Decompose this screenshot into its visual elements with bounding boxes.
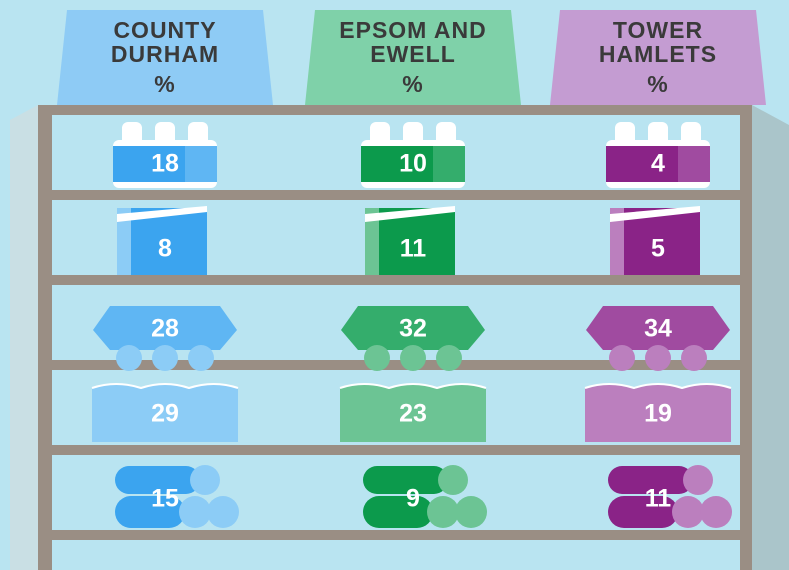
product: 19 <box>585 384 731 442</box>
value-label: 4 <box>651 150 665 178</box>
log-end <box>427 496 459 528</box>
column-title: DURHAM <box>111 41 219 67</box>
product: 11 <box>365 206 455 275</box>
value-label: 8 <box>158 235 172 263</box>
column-unit: % <box>647 71 668 97</box>
egg-cup <box>400 345 426 371</box>
right-wall <box>752 105 789 570</box>
post <box>38 105 52 570</box>
column-title: TOWER <box>613 17 703 43</box>
left-wall <box>10 105 38 570</box>
value-label: 34 <box>644 315 672 343</box>
column-title: EPSOM AND <box>339 17 486 43</box>
label-shade <box>678 146 710 182</box>
product: 10 <box>361 122 465 188</box>
shelf <box>38 275 752 285</box>
log-end <box>683 465 713 495</box>
value-label: 23 <box>399 400 427 428</box>
product: 8 <box>117 206 207 275</box>
log-end <box>700 496 732 528</box>
shelf <box>38 360 752 370</box>
egg-cup <box>364 345 390 371</box>
shelf <box>38 445 752 455</box>
value-label: 32 <box>399 315 427 343</box>
product: 23 <box>340 384 486 442</box>
shelf <box>38 530 752 540</box>
egg-cup <box>188 345 214 371</box>
shelf-infographic: COUNTYDURHAM% EPSOM ANDEWELL% TOWERHAMLETS… <box>0 0 789 570</box>
product: 4 <box>606 122 710 188</box>
column-title: COUNTY <box>113 17 216 43</box>
egg-cup <box>436 345 462 371</box>
log <box>363 496 433 528</box>
egg-cup <box>116 345 142 371</box>
column-title: HAMLETS <box>599 41 717 67</box>
value-label: 15 <box>151 485 179 513</box>
value-label: 29 <box>151 400 179 428</box>
log-end <box>455 496 487 528</box>
value-label: 5 <box>651 235 665 263</box>
log-end <box>672 496 704 528</box>
log-end <box>190 465 220 495</box>
product: 29 <box>92 384 238 442</box>
column-unit: % <box>402 71 423 97</box>
egg-cup <box>609 345 635 371</box>
value-label: 11 <box>400 235 427 263</box>
label-shade <box>185 146 217 182</box>
egg-cup <box>152 345 178 371</box>
label-shade <box>433 146 465 182</box>
shelf <box>38 190 752 200</box>
value-label: 9 <box>406 485 420 513</box>
egg-cup <box>645 345 671 371</box>
column-unit: % <box>154 71 175 97</box>
column-title: EWELL <box>370 41 456 67</box>
value-label: 10 <box>399 150 427 178</box>
value-label: 19 <box>644 400 672 428</box>
post <box>740 105 752 570</box>
value-label: 18 <box>151 150 179 178</box>
product: 5 <box>610 206 700 275</box>
log-end <box>207 496 239 528</box>
product: 18 <box>113 122 217 188</box>
log-end <box>179 496 211 528</box>
value-label: 28 <box>151 315 179 343</box>
shelf <box>38 105 752 115</box>
egg-cup <box>681 345 707 371</box>
log-end <box>438 465 468 495</box>
value-label: 11 <box>645 485 672 513</box>
